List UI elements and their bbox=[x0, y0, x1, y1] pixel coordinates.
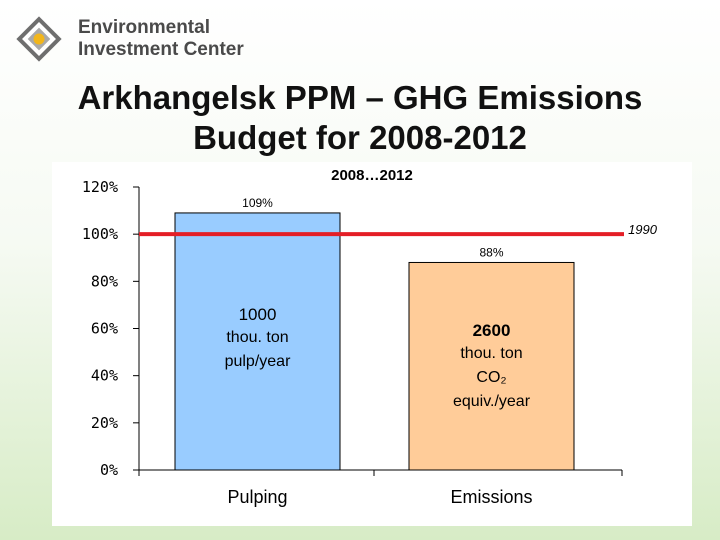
chart-panel: 2008…2012 0% 20% 40% 60% 80% 100% 120% 109% Pulpi… bbox=[52, 162, 692, 526]
organization-name: Environmental Investment Center bbox=[78, 17, 244, 61]
slide-title-line-1: Arkhangelsk PPM – GHG Emissions bbox=[77, 79, 643, 116]
y-tick-label: 40% bbox=[91, 367, 118, 385]
bar-pulping bbox=[174, 212, 341, 471]
y-tick-label: 80% bbox=[91, 272, 118, 290]
bar-annotation-amount: 1000 bbox=[239, 305, 277, 324]
chart-title: 2008…2012 bbox=[331, 167, 413, 184]
y-tick-label: 0% bbox=[100, 461, 118, 479]
x-category-label: Pulping bbox=[227, 487, 287, 507]
reference-line-label: 1990 bbox=[628, 222, 658, 237]
slide-title-line-2: Budget for 2008-2012 bbox=[193, 119, 527, 156]
y-tick-label: 60% bbox=[91, 320, 118, 338]
bar-annotation-line: CO₂ bbox=[476, 369, 506, 386]
bar-value-label: 88% bbox=[479, 245, 503, 259]
bar-annotation-amount: 2600 bbox=[473, 321, 511, 340]
y-tick-label: 100% bbox=[82, 225, 118, 243]
x-category-label: Emissions bbox=[450, 487, 532, 507]
slide-title: Arkhangelsk PPM – GHG Emissions Budget f… bbox=[0, 78, 720, 158]
eic-logo-icon bbox=[16, 16, 62, 62]
y-tick-label: 20% bbox=[91, 414, 118, 432]
bar-annotation-line: equiv./year bbox=[453, 393, 531, 410]
bar-value-label: 109% bbox=[242, 196, 273, 210]
bar-chart: 2008…2012 0% 20% 40% 60% 80% 100% 120% 109% Pulpi… bbox=[82, 167, 658, 507]
bar-annotation-line: thou. ton bbox=[460, 345, 522, 362]
bar-emissions bbox=[408, 261, 575, 471]
y-tick-label: 120% bbox=[82, 178, 118, 196]
org-name-line-2: Investment Center bbox=[78, 39, 244, 60]
bar-annotation-line: thou. ton bbox=[226, 329, 288, 346]
bar-annotation-line: pulp/year bbox=[225, 353, 291, 370]
org-name-line-1: Environmental bbox=[78, 17, 210, 38]
